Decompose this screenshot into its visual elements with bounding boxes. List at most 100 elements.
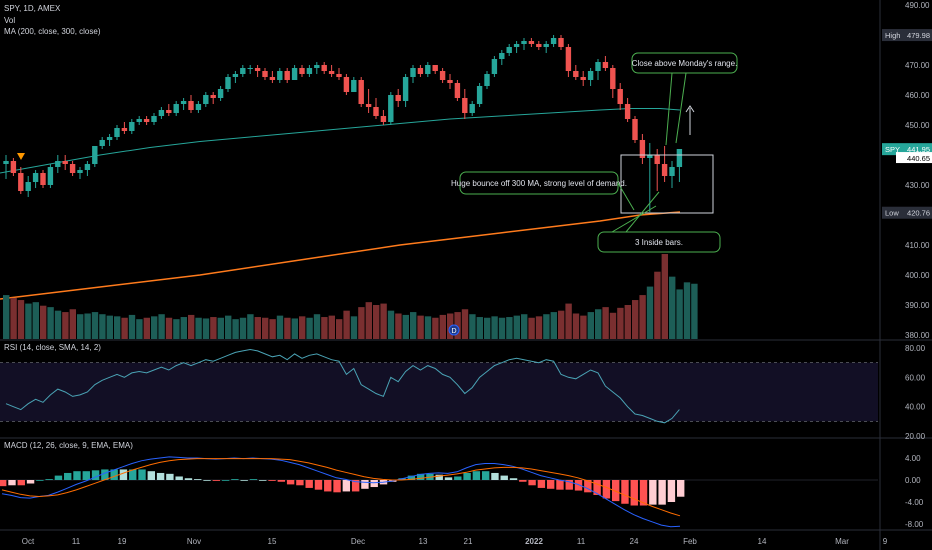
x-tick-label: Dec (351, 537, 365, 546)
volume-bar (506, 317, 513, 339)
macd-histogram-bar (667, 480, 676, 502)
price-tick-label: 430.00 (905, 181, 930, 190)
ma-value-text: 440.65 (907, 154, 930, 163)
high-badge-value: 479.98 (907, 31, 930, 40)
macd-histogram-bar (361, 480, 369, 489)
high-badge (882, 29, 932, 42)
candle-body (55, 161, 61, 167)
x-tick-label: Feb (683, 537, 697, 546)
volume-bar (424, 316, 432, 339)
volume-bar (358, 307, 365, 339)
ma200-line (0, 211, 681, 300)
volume-bar (602, 307, 609, 339)
macd-histogram-bar (658, 480, 666, 505)
candle-body (92, 146, 98, 164)
macd-histogram-bar (147, 471, 156, 480)
candlesticks (3, 35, 683, 212)
candle-body (225, 77, 231, 89)
macd-histogram-bar (500, 475, 508, 480)
candle-body (462, 98, 468, 113)
candle-body (114, 128, 120, 137)
volume-bar (32, 302, 39, 339)
macd-histogram-bar (519, 480, 527, 482)
candle-body (299, 68, 305, 74)
last-price-badge-value: 441.95 (907, 145, 930, 154)
candle-body (210, 95, 216, 98)
macd-tick-label: 4.00 (905, 454, 921, 463)
candle-body (491, 59, 498, 74)
candle-body (180, 101, 187, 104)
volume-bar (469, 314, 476, 339)
candle-body (358, 80, 364, 104)
x-tick-label: 24 (630, 537, 639, 546)
volume-bar (180, 317, 187, 339)
volume-bar (580, 315, 587, 339)
macd-histogram-bar (593, 480, 601, 495)
candle-body (195, 104, 202, 110)
volume-bar (165, 317, 173, 339)
volume-bar (262, 317, 269, 339)
candle-body (676, 149, 683, 167)
callout-pointer (675, 72, 687, 144)
x-tick-label: 14 (758, 537, 767, 546)
rsi-tick-label: 20.00 (905, 432, 926, 441)
volume-bar (343, 310, 350, 339)
ma-label: MA (200, close, 300, close) (4, 27, 101, 36)
macd-histogram-bar (677, 480, 685, 497)
volume-bar (373, 305, 380, 339)
macd-histogram-bar (649, 480, 657, 505)
candle-body (158, 110, 165, 116)
macd-histogram-bar (602, 480, 611, 499)
candle-body (365, 104, 372, 107)
callout-pointer (665, 72, 673, 146)
volume-bar (321, 317, 328, 339)
x-tick-label: 13 (419, 537, 428, 546)
volume-bar (225, 315, 232, 339)
price-tick-label: 410.00 (905, 241, 930, 250)
rsi-panel (0, 348, 878, 424)
volume-bar (632, 300, 639, 339)
candle-body (380, 116, 387, 122)
macd-histogram-bar (277, 480, 286, 482)
macd-histogram-bar (407, 475, 416, 480)
volume-bar (558, 310, 565, 339)
macd-histogram-bar (0, 480, 7, 487)
volume-bar (669, 276, 676, 339)
macd-tick-label: -4.00 (905, 498, 924, 507)
candle-body (291, 68, 298, 80)
volume-bar (40, 305, 47, 339)
macd-histogram-bar (8, 480, 16, 486)
volume-bars: D (3, 254, 698, 339)
inside-bars-callout-text: 3 Inside bars. (635, 238, 683, 247)
volume-bar (417, 315, 424, 339)
macd-histogram-bar (621, 480, 629, 504)
x-tick-label: Oct (22, 537, 35, 546)
volume-bar (513, 315, 520, 339)
candle-body (417, 68, 424, 74)
volume-bar (595, 309, 602, 339)
macd-label: MACD (12, 26, close, 9, EMA, EMA) (4, 441, 133, 450)
macd-legend: MACD (12, 26, close, 9, EMA, EMA) (4, 441, 133, 451)
low-badge-label: Low (885, 209, 899, 218)
rsi-label: RSI (14, close, SMA, 14, 2) (4, 343, 101, 352)
candle-body (521, 41, 527, 44)
candle-body (469, 104, 475, 113)
candle-body (10, 161, 17, 173)
volume-bar (121, 317, 128, 339)
macd-histogram-bar (212, 480, 221, 481)
candle-body (351, 80, 357, 92)
volume-bar (617, 307, 624, 339)
x-tick-label: 15 (268, 537, 277, 546)
volume-bar (454, 312, 461, 339)
volume-bar (17, 300, 25, 339)
annotations: Close above Monday's range. Huge bounce o… (451, 52, 738, 253)
candle-body (254, 68, 261, 71)
candle-body (106, 137, 113, 140)
rsi-tick-label: 40.00 (905, 403, 926, 412)
volume-bar (10, 297, 17, 339)
volume-bar (114, 316, 121, 339)
volume-bar (565, 303, 572, 339)
macd-histogram-bar (110, 469, 118, 480)
volume-bar (151, 316, 158, 339)
axes: 490.00480.00470.00460.00450.00440.00430.… (22, 1, 932, 546)
